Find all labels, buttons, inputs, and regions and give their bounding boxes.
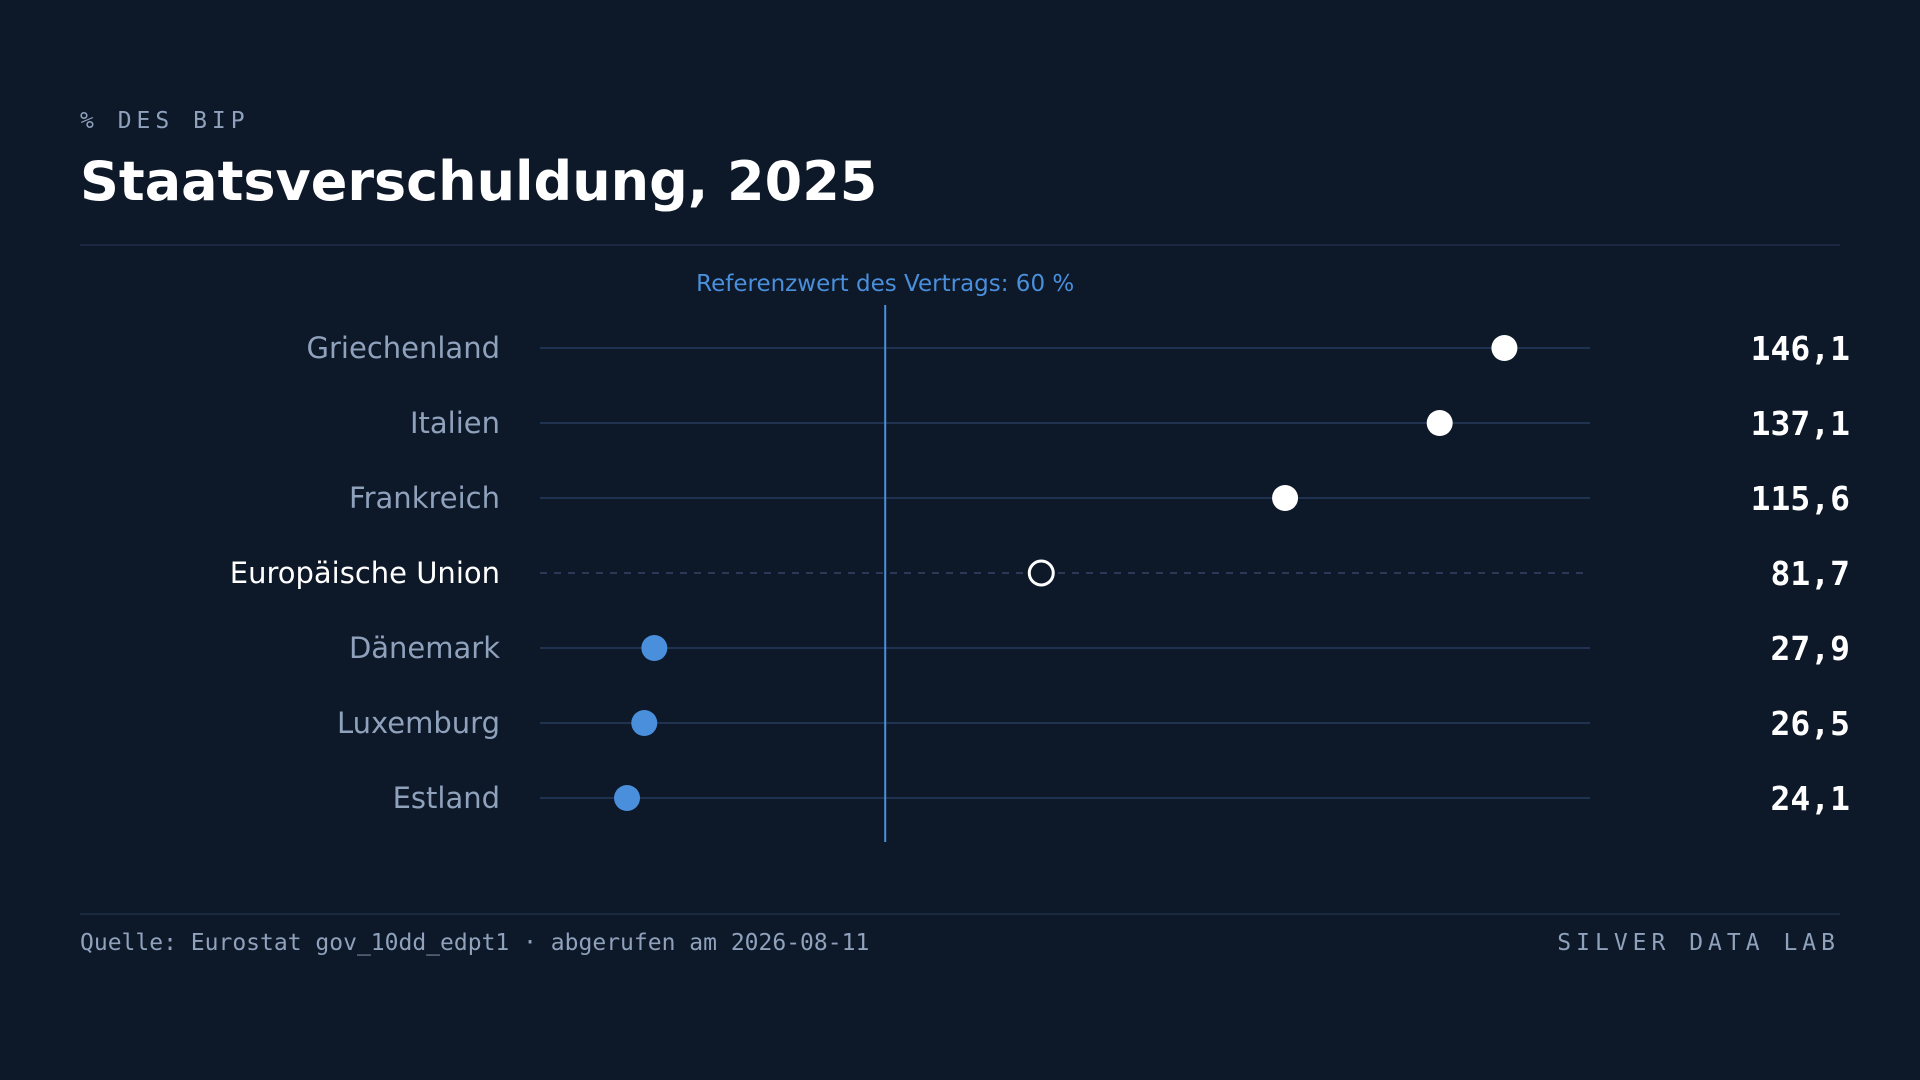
category-label: Dänemark xyxy=(349,631,500,665)
value-label: 27,9 xyxy=(1771,629,1850,668)
value-label: 146,1 xyxy=(1751,329,1850,368)
data-point xyxy=(1491,335,1518,361)
reference-label: Referenzwert des Vertrags: 60 % xyxy=(696,271,1074,297)
chart-title: Staatsverschuldung, 2025 xyxy=(80,150,878,213)
brand-label: SILVER DATA LAB xyxy=(1557,930,1840,956)
value-label: 137,1 xyxy=(1751,404,1850,443)
category-label: Griechenland xyxy=(307,331,500,365)
data-point xyxy=(1027,559,1055,587)
data-point xyxy=(1272,485,1299,511)
data-point xyxy=(631,710,658,736)
value-label: 26,5 xyxy=(1771,704,1850,743)
chart-eyebrow: % DES BIP xyxy=(80,108,250,134)
value-label: 24,1 xyxy=(1771,779,1850,818)
footer-divider xyxy=(80,913,1840,915)
category-label: Frankreich xyxy=(349,481,500,515)
value-label: 115,6 xyxy=(1751,479,1850,518)
category-label: Italien xyxy=(410,406,500,440)
category-label: Luxemburg xyxy=(337,706,500,740)
data-point xyxy=(641,635,668,661)
value-label: 81,7 xyxy=(1771,554,1850,593)
data-point xyxy=(1426,410,1453,436)
category-label: Europäische Union xyxy=(230,556,500,590)
data-point xyxy=(614,785,641,811)
source-note: Quelle: Eurostat gov_10dd_edpt1 · abgeru… xyxy=(80,930,870,956)
header-divider xyxy=(80,244,1840,246)
category-label: Estland xyxy=(393,781,500,815)
